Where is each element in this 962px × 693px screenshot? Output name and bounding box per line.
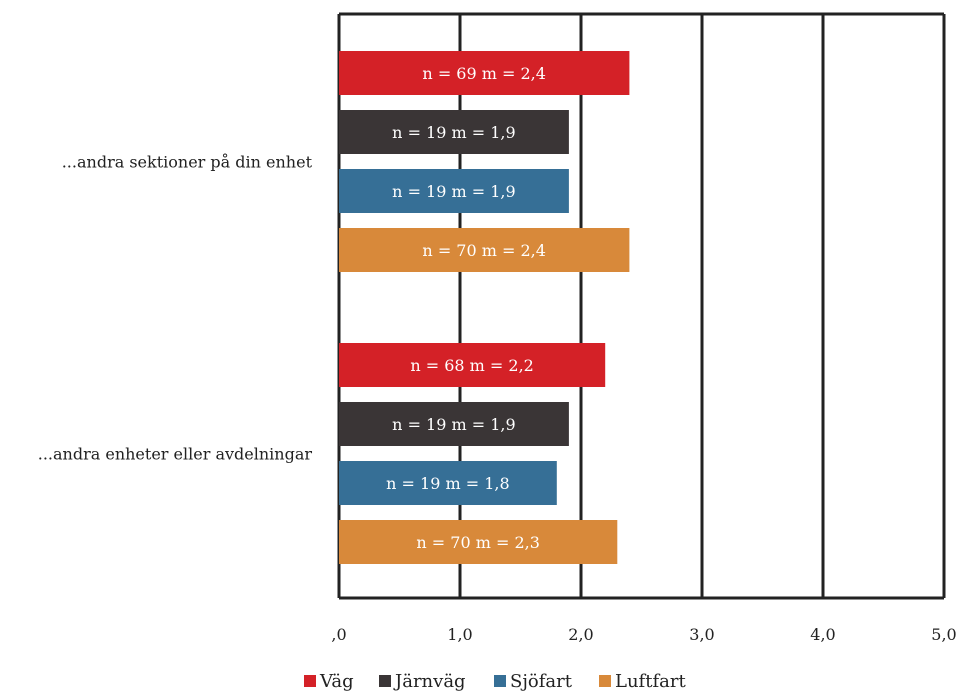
bar-data-label: n = 69 m = 2,4 [422,64,546,83]
x-tick-label: 2,0 [568,625,593,644]
legend-swatch [599,675,611,687]
legend-swatch [379,675,391,687]
x-tick-label: 1,0 [447,625,472,644]
category-label: ...andra sektioner på din enhet [62,153,313,172]
legend-label: Luftfart [615,671,686,692]
legend: Väg Järnväg Sjöfart Luftfart [304,671,686,692]
bar-data-label: n = 19 m = 1,9 [392,182,516,201]
bar-data-label: n = 70 m = 2,3 [416,533,540,552]
legend-swatch [494,675,506,687]
bar-data-label: n = 19 m = 1,9 [392,415,516,434]
bars: n = 69 m = 2,4 n = 19 m = 1,9 n = 19 m = 1… [339,51,630,564]
bar-data-label: n = 68 m = 2,2 [410,356,534,375]
category-labels: ...andra sektioner på din enhet ...andra … [38,153,313,464]
x-tick-label: ,0 [331,625,346,644]
x-tick-label: 4,0 [810,625,835,644]
grid-lines [337,12,946,600]
bar [339,169,569,213]
legend-label: Järnväg [393,671,466,692]
bar [339,520,618,564]
bar [339,110,569,154]
bar-data-label: n = 19 m = 1,9 [392,123,516,142]
legend-swatch [304,675,316,687]
x-axis-tick-labels: ,0 1,0 2,0 3,0 4,0 5,0 [331,625,956,644]
bar [339,402,569,446]
bar [339,343,606,387]
legend-label: Sjöfart [510,671,573,692]
bar [339,51,630,95]
bar-data-label: n = 70 m = 2,4 [422,241,546,260]
x-tick-label: 3,0 [689,625,714,644]
x-tick-label: 5,0 [931,625,956,644]
legend-label: Väg [319,671,354,692]
bar-data-label: n = 19 m = 1,8 [386,474,510,493]
bar [339,228,630,272]
category-label: ...andra enheter eller avdelningar [38,445,313,464]
bar [339,461,557,505]
